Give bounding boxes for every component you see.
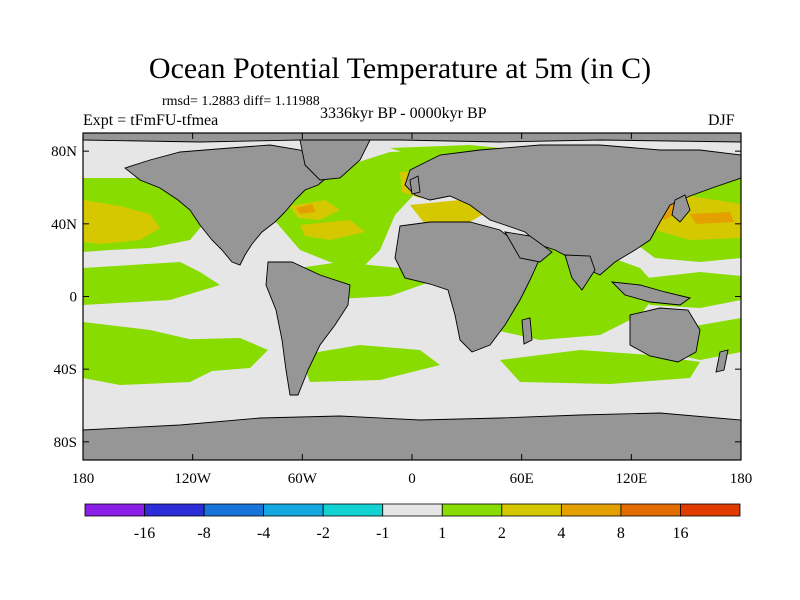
colorbar-box xyxy=(322,503,384,517)
lat-tick-label: 40S xyxy=(54,362,77,378)
colorbar-box xyxy=(560,503,622,517)
arabia xyxy=(504,231,553,263)
southeast-asia-islands xyxy=(610,281,692,306)
longitude-axis: 180 120W 60W 0 60E 120E 180 xyxy=(72,133,753,487)
lat-tick-label: 0 xyxy=(70,290,78,306)
experiment-label: Expt = tFmFU-tfmea xyxy=(83,112,219,129)
south-america xyxy=(265,261,351,396)
lon-tick-label: 60E xyxy=(510,471,534,487)
mid-atlantic-yellow xyxy=(300,220,365,240)
lon-tick-label: 180 xyxy=(72,471,95,487)
madagascar xyxy=(521,317,533,345)
colorbar-box xyxy=(501,503,562,517)
new-zealand xyxy=(715,349,729,373)
colorbar-label: -8 xyxy=(197,525,210,542)
colorbar-box xyxy=(620,503,681,517)
north-pacific-yellow xyxy=(83,200,160,244)
colorbar-box xyxy=(203,503,265,517)
south-atlantic-band xyxy=(300,345,440,382)
eurasia xyxy=(404,144,742,276)
colorbar-box xyxy=(263,503,324,517)
lon-tick-label: 0 xyxy=(408,471,416,487)
southern-indian-band xyxy=(500,350,700,384)
season-label: DJF xyxy=(708,112,735,129)
japan xyxy=(671,194,691,223)
british-isles xyxy=(409,175,421,195)
south-pacific-band-mid xyxy=(160,338,268,372)
mediterranean-yellow xyxy=(410,200,490,224)
colorbar-label: 8 xyxy=(617,525,625,542)
south-pacific-band-west xyxy=(83,322,230,385)
gulf-stream-orange xyxy=(296,204,316,214)
time-period-label: 3336kyr BP - 0000kyr BP xyxy=(320,105,487,122)
india xyxy=(564,254,596,291)
lon-tick-label: 120E xyxy=(615,471,647,487)
lon-tick-label: 60W xyxy=(288,471,318,487)
tropical-pacific-band xyxy=(83,262,220,305)
land-masses xyxy=(82,132,742,461)
lat-tick-label: 80N xyxy=(51,144,77,160)
lat-tick-label: 80S xyxy=(54,435,77,451)
colorbar-label: -1 xyxy=(376,525,389,542)
colorbar-box xyxy=(84,503,145,517)
north-america xyxy=(124,144,331,266)
colorbar-box xyxy=(680,503,741,517)
colorbar: -16 -8 -4 -2 -1 1 2 4 8 16 xyxy=(84,503,741,542)
colorbar-label: 16 xyxy=(672,525,688,542)
colorbar-box xyxy=(441,503,503,517)
colorbar-box xyxy=(382,503,443,517)
lon-tick-label: 180 xyxy=(730,471,753,487)
latitude-axis: 80N 40N 0 40S 80S xyxy=(51,144,741,451)
colorbar-label: -4 xyxy=(257,525,270,542)
colorbar-box xyxy=(144,503,205,517)
lat-tick-label: 40N xyxy=(51,217,77,233)
africa xyxy=(394,221,541,353)
colorbar-label: 2 xyxy=(498,525,506,542)
figure-title: Ocean Potential Temperature at 5m (in C) xyxy=(148,52,652,85)
east-pacific-orange xyxy=(690,212,734,224)
lon-tick-label: 120W xyxy=(174,471,212,487)
colorbar-label: -16 xyxy=(134,525,155,542)
colorbar-label: -2 xyxy=(317,525,330,542)
rmsd-diff-stats: rmsd= 1.2883 diff= 1.11988 xyxy=(162,94,320,109)
colorbar-label: 1 xyxy=(438,525,446,542)
australia xyxy=(629,307,701,363)
colorbar-label: 4 xyxy=(557,525,565,542)
